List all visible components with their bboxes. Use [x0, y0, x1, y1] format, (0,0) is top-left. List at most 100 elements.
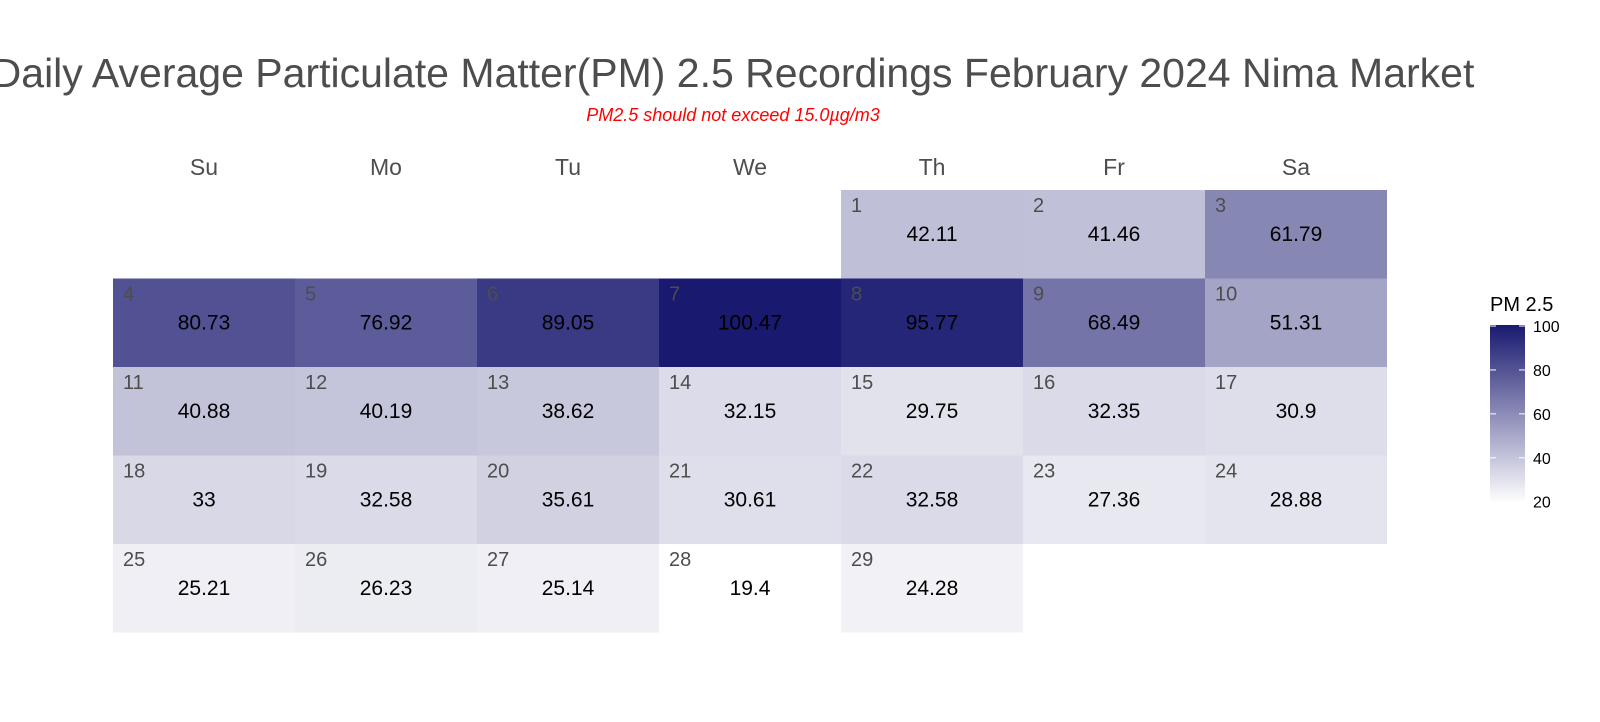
day-cell-fill: [113, 367, 295, 456]
day-cell-fill: [1205, 278, 1387, 367]
day-cell: 26 26.23: [295, 544, 477, 633]
legend-tick-label: 80: [1533, 363, 1551, 380]
chart-title: Daily Average Particulate Matter(PM) 2.5…: [0, 50, 1475, 96]
day-value-label: 32.58: [906, 489, 959, 512]
day-cell: 241.46: [1023, 190, 1205, 279]
day-cell: 689.05: [477, 278, 659, 367]
day-value-label: 95.77: [906, 312, 959, 335]
day-number-label: 9: [1033, 284, 1044, 306]
day-number-label: 2: [1033, 195, 1044, 217]
day-cell-fill: [659, 367, 841, 456]
day-cell: 11 40.88: [113, 367, 295, 456]
day-value-label: 89.05: [542, 312, 595, 335]
day-number-label: 21: [669, 461, 691, 483]
day-cell: 10 51.31: [1205, 278, 1387, 367]
day-cell: 12 40.19: [295, 367, 477, 456]
day-cell: 13 38.62: [477, 367, 659, 456]
legend-tick-label: 60: [1533, 407, 1551, 424]
weekday-headers: Su Mo Tu We Th Fr Sa: [190, 154, 1310, 180]
day-cell: 25 25.21: [113, 544, 295, 633]
weekday-label-sa: Sa: [1282, 154, 1310, 180]
day-number-label: 26: [305, 549, 327, 571]
day-cell: 142.11: [841, 190, 1023, 279]
day-cell-fill: [841, 190, 1023, 279]
chart-subtitle: PM2.5 should not exceed 15.0µg/m3: [586, 105, 880, 125]
legend-tick-label: 20: [1533, 495, 1551, 512]
day-cell: 895.77: [841, 278, 1023, 367]
day-number-label: 1: [851, 195, 862, 217]
day-value-label: 25.21: [178, 577, 231, 600]
legend-tick-label: 100: [1533, 319, 1560, 336]
day-value-label: 41.46: [1088, 223, 1141, 246]
day-number-label: 19: [305, 461, 327, 483]
day-cell-fill: [1205, 190, 1387, 279]
day-value-label: 32.15: [724, 400, 777, 423]
day-value-label: 24.28: [906, 577, 959, 600]
day-value-label: 40.19: [360, 400, 413, 423]
day-number-label: 17: [1215, 372, 1237, 394]
day-cell: 21 30.61: [659, 455, 841, 544]
day-cell-fill: [113, 544, 295, 633]
day-cell-fill: [295, 455, 477, 544]
day-value-label: 32.35: [1088, 400, 1141, 423]
day-cell-fill: [659, 544, 841, 633]
day-cell-fill: [295, 278, 477, 367]
day-cell: 15 29.75: [841, 367, 1023, 456]
day-value-label: 25.14: [542, 577, 595, 600]
day-number-label: 27: [487, 549, 509, 571]
day-value-label: 33: [192, 489, 215, 512]
day-number-label: 6: [487, 284, 498, 306]
day-cell: 576.92: [295, 278, 477, 367]
day-number-label: 10: [1215, 284, 1237, 306]
day-value-label: 42.11: [907, 223, 958, 246]
day-value-label: 76.92: [360, 312, 413, 335]
day-cell-fill: [841, 455, 1023, 544]
day-cell: 20 35.61: [477, 455, 659, 544]
day-cell-fill: [841, 278, 1023, 367]
day-value-label: 32.58: [360, 489, 413, 512]
day-value-label: 61.79: [1270, 223, 1323, 246]
day-cell: 361.79: [1205, 190, 1387, 279]
day-number-label: 12: [305, 372, 327, 394]
day-number-label: 24: [1215, 461, 1237, 483]
day-value-label: 29.75: [906, 400, 959, 423]
day-number-label: 4: [123, 284, 134, 306]
day-cell: 17 30.9: [1205, 367, 1387, 456]
legend-ticks: 100 80 60 40 20: [1490, 319, 1560, 512]
day-cell-fill: [295, 367, 477, 456]
weekday-label-we: We: [733, 154, 767, 180]
day-value-label: 40.88: [178, 400, 231, 423]
day-cell-fill: [841, 544, 1023, 633]
day-cell: 27 25.14: [477, 544, 659, 633]
day-cell: 22 32.58: [841, 455, 1023, 544]
day-value-label: 51.31: [1270, 312, 1323, 335]
day-cell-fill: [477, 367, 659, 456]
day-cell-fill: [659, 278, 841, 367]
day-cell-fill: [477, 544, 659, 633]
day-cell: 29 24.28: [841, 544, 1023, 633]
weekday-label-su: Su: [190, 154, 218, 180]
day-value-label: 19.4: [730, 577, 771, 600]
day-number-label: 11: [123, 372, 144, 394]
day-cell: 16 32.35: [1023, 367, 1205, 456]
day-value-label: 100.47: [718, 312, 782, 335]
day-cell-fill: [1205, 455, 1387, 544]
legend-title: PM 2.5: [1490, 294, 1553, 316]
day-cell-fill: [1023, 278, 1205, 367]
day-cell-fill: [1023, 455, 1205, 544]
day-number-label: 25: [123, 549, 145, 571]
day-value-label: 35.61: [542, 489, 595, 512]
legend-tick-label: 40: [1533, 451, 1551, 468]
day-number-label: 18: [123, 461, 145, 483]
day-value-label: 80.73: [178, 312, 231, 335]
day-number-label: 5: [305, 284, 316, 306]
day-cell: 23 27.36: [1023, 455, 1205, 544]
day-cell-fill: [295, 544, 477, 633]
day-cell-fill: [1023, 367, 1205, 456]
day-cell-fill: [113, 455, 295, 544]
day-number-label: 29: [851, 549, 873, 571]
day-number-label: 8: [851, 284, 862, 306]
day-value-label: 30.61: [724, 489, 777, 512]
day-cell-fill: [1023, 190, 1205, 279]
